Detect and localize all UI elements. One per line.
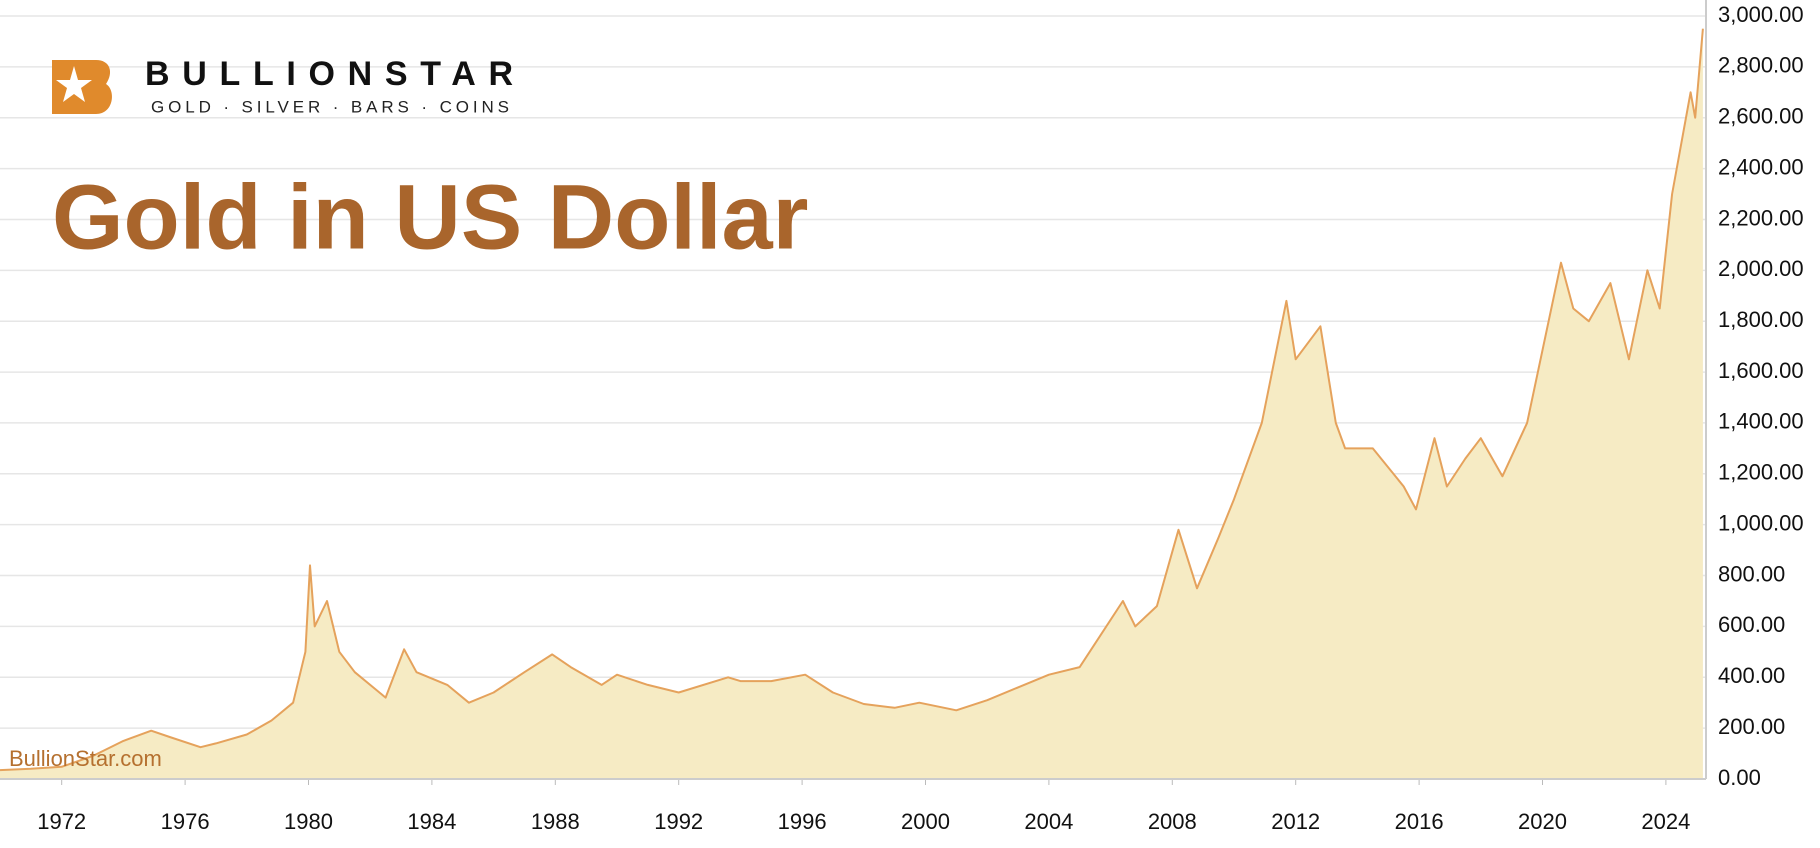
- x-tick-label: 1992: [654, 809, 703, 834]
- y-tick-label: 1,600.00: [1718, 358, 1804, 383]
- y-tick-label: 1,800.00: [1718, 307, 1804, 332]
- line: [0, 28, 1704, 772]
- x-tick-label: 1988: [531, 809, 580, 834]
- y-tick-label: 3,000.00: [1718, 2, 1804, 27]
- x-tick-label: 2024: [1641, 809, 1690, 834]
- y-tick-label: 2,200.00: [1718, 205, 1804, 230]
- y-tick-label: 600.00: [1718, 612, 1785, 637]
- y-tick-label: 200.00: [1718, 714, 1785, 739]
- logo-star: [56, 66, 92, 102]
- x-tick-label: 1972: [37, 809, 86, 834]
- tagline: GOLD · SILVER · BARS · COINS: [151, 97, 509, 116]
- y-tick-label: 2,600.00: [1718, 104, 1804, 129]
- x-tick-label: 2000: [901, 809, 950, 834]
- x-tick-label: 2004: [1024, 809, 1073, 834]
- chart-title: Gold in US Dollar: [52, 166, 808, 268]
- x-tick-label: 1976: [161, 809, 210, 834]
- y-tick-label: 1,400.00: [1718, 409, 1804, 434]
- y-tick-label: 2,400.00: [1718, 154, 1804, 179]
- plot-area: [0, 0, 1707, 785]
- x-tick-label: 1984: [407, 809, 456, 834]
- y-tick-label: 800.00: [1718, 561, 1785, 586]
- logo: BULLIONSTAR GOLD · SILVER · BARS · COINS: [52, 55, 513, 116]
- x-tick-label: 1980: [284, 809, 333, 834]
- y-tick-label: 1,000.00: [1718, 510, 1804, 535]
- y-tick-label: 0.00: [1718, 765, 1761, 790]
- x-tick-label: 2020: [1518, 809, 1567, 834]
- x-tick-label: 2008: [1148, 809, 1197, 834]
- x-tick-label: 1996: [778, 809, 827, 834]
- y-tick-label: 1,200.00: [1718, 460, 1804, 485]
- y-tick-label: 2,000.00: [1718, 256, 1804, 281]
- x-tick-label: 2012: [1271, 809, 1320, 834]
- x-tick-label: 2016: [1395, 809, 1444, 834]
- brand: BULLIONSTAR: [145, 55, 513, 93]
- y-tick-label: 2,800.00: [1718, 53, 1804, 78]
- watermark: BullionStar.com: [9, 746, 162, 771]
- area: [0, 28, 1703, 779]
- y-tick-label: 400.00: [1718, 663, 1785, 688]
